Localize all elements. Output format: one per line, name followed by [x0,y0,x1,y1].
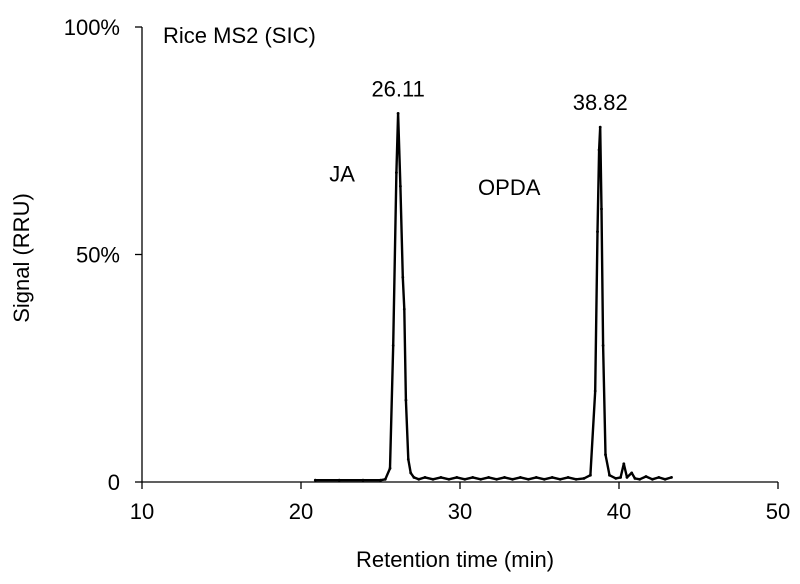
peak-label: 38.82 [573,90,628,115]
signal-trace [315,112,672,482]
x-axis-title: Retention time (min) [356,547,554,572]
data-point [391,344,395,347]
data-point [479,477,483,481]
data-point [657,476,661,479]
data-point [566,476,570,479]
data-point [396,112,400,115]
data-point [447,477,451,481]
data-point [399,184,402,188]
y-tick-label: 0 [108,470,120,495]
data-point [574,477,578,481]
data-point [601,344,605,347]
data-point [463,477,467,481]
data-point [487,476,490,479]
compound-label: OPDA [478,175,541,200]
data-point [404,398,408,402]
data-point [402,307,406,311]
data-point [542,477,546,481]
data-point [651,477,654,481]
data-point [600,207,603,211]
data-point [670,476,673,479]
data-point [383,477,387,481]
data-point [663,477,667,481]
data-point [527,477,530,481]
y-tick-label: 100% [64,15,120,40]
data-point [511,477,514,481]
data-point [622,462,626,466]
data-point [638,477,642,481]
data-point [625,476,629,479]
data-point [417,477,421,481]
data-point [495,477,498,481]
data-point [550,476,554,479]
data-point [558,477,562,481]
data-point [593,389,597,393]
data-point [596,230,599,234]
data-point [379,478,382,482]
data-point [604,453,607,457]
data-point [519,476,522,479]
data-point [614,477,618,480]
data-point [503,476,506,479]
data-point [401,275,405,279]
axes [141,27,778,483]
data-point [455,476,459,479]
compound-label: JA [329,161,355,186]
data-point [409,471,413,475]
x-tick-label: 50 [766,499,790,524]
data-point [423,476,427,479]
series [313,112,673,482]
x-tick-label: 10 [130,499,154,524]
data-point [630,471,634,475]
x-tick-label: 30 [448,499,472,524]
data-point [589,473,592,477]
data-point [431,477,435,481]
data-point [388,467,392,470]
y-tick-label: 50% [76,243,120,268]
data-point [313,478,317,482]
data-point [361,478,365,482]
data-point [534,476,538,479]
data-point [412,476,416,479]
x-tick-label: 20 [289,499,313,524]
data-point [337,478,341,482]
y-axis-title: Signal (RRU) [9,193,34,323]
data-point [471,476,475,479]
peak-label: 26.11 [371,76,424,101]
data-point [619,476,622,479]
x-tick-label: 40 [607,499,631,524]
data-point [597,148,601,152]
data-point [582,477,586,480]
data-point [395,171,398,175]
chart-title: Rice MS2 (SIC) [163,23,316,48]
data-point [633,477,637,480]
data-point [644,475,648,478]
ticks: 10 20 30 40 50 0 50% 100% [64,15,791,524]
annotations: 26.11 38.82 JA OPDA [329,76,627,200]
data-point [406,457,410,461]
data-point [598,125,602,129]
data-point [608,473,611,477]
data-point [439,476,443,479]
